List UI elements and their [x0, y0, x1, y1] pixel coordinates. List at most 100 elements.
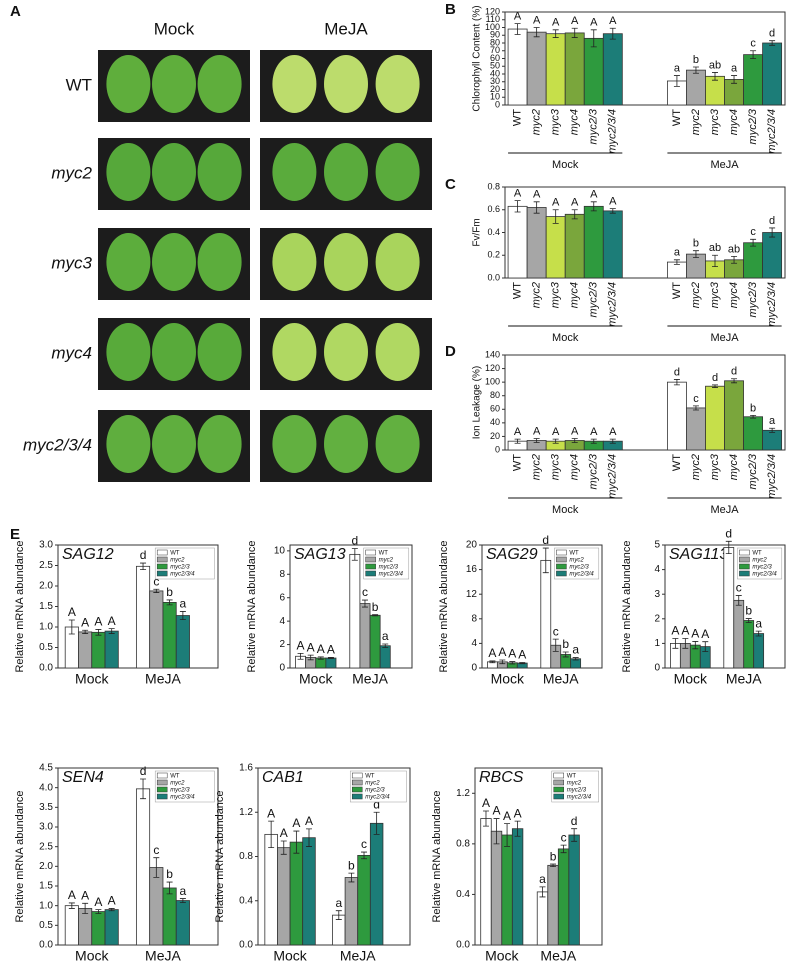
error-bar — [673, 379, 680, 386]
x-tick-label: myc4 — [728, 109, 740, 135]
y-tick-label: 3 — [654, 589, 660, 600]
bar — [507, 205, 528, 279]
y-tick-label: 0.0 — [39, 663, 53, 674]
significance-letter: c — [750, 226, 756, 238]
y-tick-label: 0 — [495, 99, 500, 109]
error-bar — [692, 66, 699, 74]
y-tick-label: 0.0 — [456, 940, 470, 951]
legend-swatch — [156, 563, 168, 570]
legend-swatch — [739, 556, 750, 563]
significance-letter: A — [305, 814, 313, 828]
significance-letter: A — [503, 809, 511, 823]
leaf — [375, 415, 420, 473]
x-tick-label: myc3 — [709, 453, 721, 480]
significance-letter: b — [372, 600, 379, 614]
x-tick-label: myc3 — [709, 281, 721, 308]
legend-swatch — [553, 779, 564, 786]
bar — [547, 864, 559, 946]
significance-letter: A — [482, 796, 490, 810]
bar — [302, 837, 316, 946]
significance-letter: d — [140, 764, 147, 778]
y-tick-label: 110 — [486, 14, 500, 24]
error-bar — [769, 427, 776, 433]
x-tick-label: myc2/3 — [747, 453, 759, 489]
significance-letter: A — [488, 646, 496, 660]
legend-swatch — [351, 793, 363, 800]
x-tick-label: myc2/3/4 — [766, 282, 778, 327]
y-axis-label: Relative mRNA abundance — [621, 540, 633, 672]
significance-letter: d — [769, 215, 775, 227]
significance-letter: c — [362, 585, 368, 599]
group-label: Mock — [491, 671, 525, 687]
y-tick-label: 100 — [485, 22, 500, 32]
y-tick-label: 10 — [274, 545, 286, 556]
row-label: myc2 — [51, 163, 92, 182]
x-tick-label: myc4 — [728, 454, 740, 480]
error-bar — [552, 209, 559, 224]
bar — [667, 381, 687, 451]
y-tick-label: 4 — [471, 638, 477, 649]
bar — [325, 657, 337, 669]
error-bar — [609, 438, 616, 444]
error-bar — [317, 656, 324, 660]
group-label: Mock — [552, 332, 579, 344]
panel-label: C — [445, 176, 456, 193]
significance-letter: a — [572, 643, 579, 657]
y-tick-label: 80 — [490, 390, 500, 400]
error-bar — [514, 820, 521, 837]
group-label: MeJA — [710, 504, 739, 516]
bar — [583, 37, 604, 106]
error-bar — [712, 254, 718, 268]
group-label: MeJA — [352, 671, 388, 687]
group-label: Mock — [485, 948, 519, 964]
y-tick-label: 0.0 — [239, 940, 253, 951]
y-axis-label: Relative mRNA abundance — [438, 540, 450, 672]
legend-label: myc2 — [752, 558, 767, 564]
significance-letter: A — [609, 196, 617, 208]
significance-letter: a — [731, 62, 738, 74]
group-label: MeJA — [710, 332, 739, 344]
leaf — [272, 233, 317, 291]
leaf — [106, 233, 151, 291]
significance-letter: d — [731, 366, 737, 378]
row-label: myc2/3/4 — [23, 435, 92, 454]
significance-letter: A — [514, 11, 522, 23]
error-bar — [590, 29, 597, 48]
significance-letter: d — [373, 797, 380, 811]
significance-letter: A — [297, 639, 305, 653]
error-bar — [590, 201, 597, 212]
y-tick-label: 2 — [654, 613, 660, 624]
bar — [762, 232, 783, 279]
legend-label: myc2/3/4 — [170, 795, 195, 801]
bar — [175, 900, 190, 946]
legend-swatch — [156, 556, 168, 563]
bar — [507, 28, 528, 106]
legend-swatch — [156, 772, 168, 779]
y-tick-label: 40 — [490, 417, 500, 427]
x-tick-label: myc2/3 — [747, 108, 759, 144]
significance-letter: A — [701, 627, 709, 641]
legend-label: myc2/3 — [569, 565, 589, 571]
legend-label: myc2/3 — [170, 565, 190, 571]
bar — [564, 32, 585, 106]
bar — [743, 242, 763, 279]
bar — [705, 75, 725, 106]
bar — [64, 905, 79, 946]
legend-swatch — [156, 786, 168, 793]
legend-label: myc2 — [170, 558, 185, 564]
significance-letter: b — [693, 238, 699, 250]
group-label: Mock — [273, 948, 307, 964]
error-bar — [560, 844, 567, 854]
significance-letter: b — [562, 637, 569, 651]
y-tick-label: 2.5 — [39, 560, 53, 571]
legend-swatch — [553, 772, 564, 779]
error-bar — [307, 654, 314, 661]
y-tick-label: 0.4 — [487, 227, 500, 237]
significance-letter: a — [769, 415, 776, 427]
error-bar — [673, 75, 680, 87]
y-tick-label: 20 — [490, 431, 500, 441]
y-tick-label: 0.4 — [239, 895, 253, 906]
group-label: MeJA — [710, 159, 739, 171]
leaf — [375, 323, 420, 381]
